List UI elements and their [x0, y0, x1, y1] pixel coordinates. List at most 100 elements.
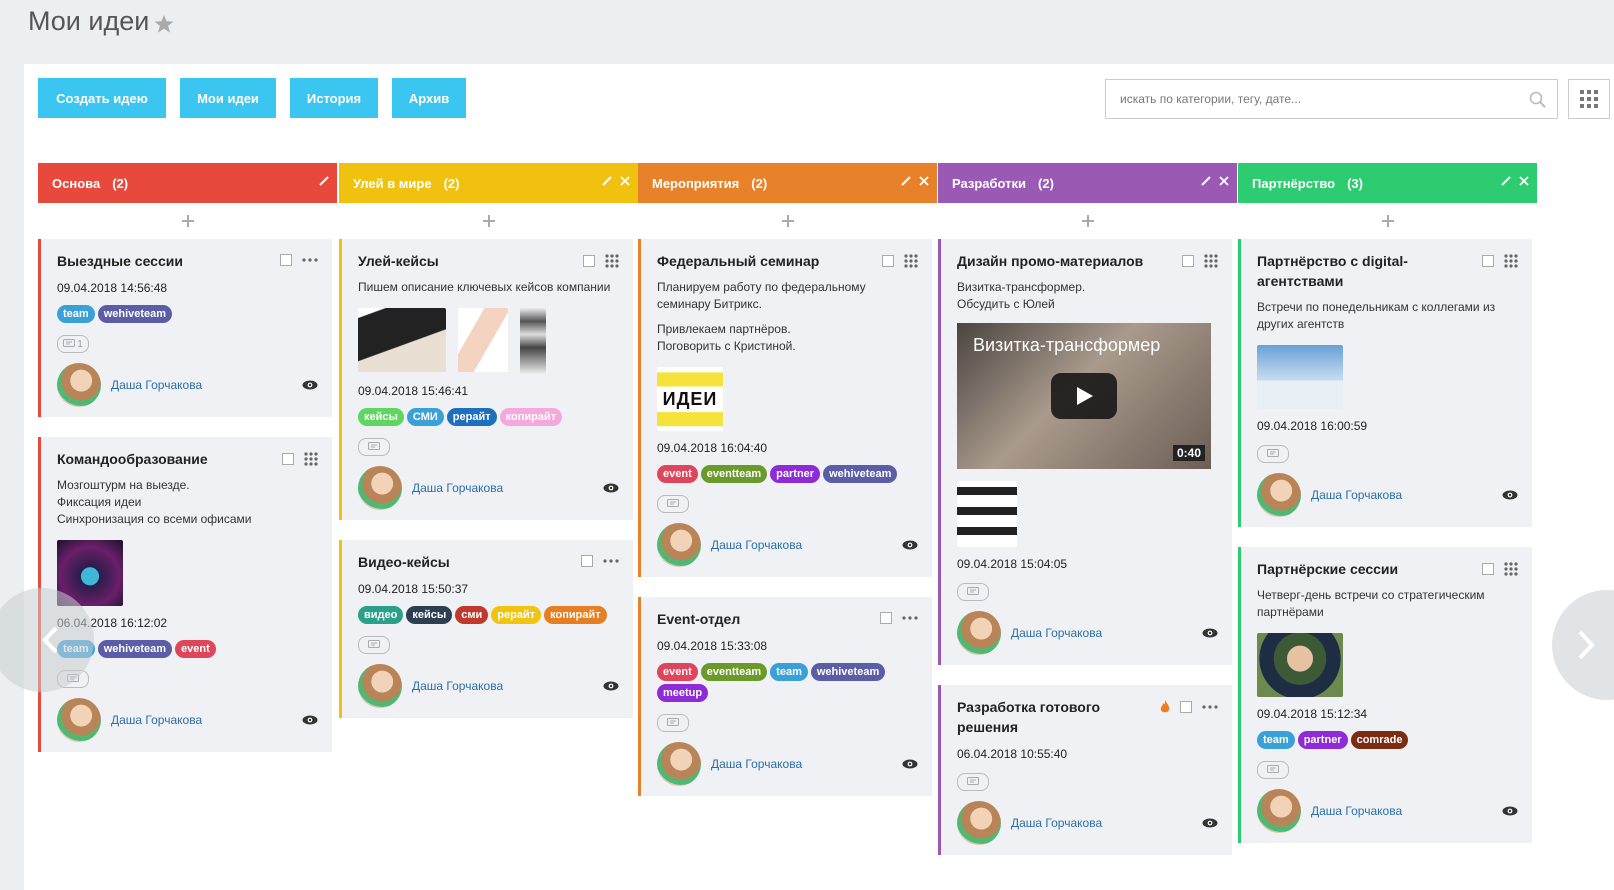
- idea-card[interactable]: Event-отдел 09.04.2018 15:33:08 event event…: [638, 597, 932, 796]
- idea-card[interactable]: Улей-кейсы Пишем описание ключевых кейсов…: [339, 239, 633, 520]
- card-menu[interactable]: [302, 258, 318, 262]
- tag[interactable]: кейсы: [358, 408, 404, 426]
- avatar[interactable]: [657, 523, 701, 567]
- close-icon[interactable]: [1519, 176, 1529, 186]
- tag[interactable]: eventteam: [700, 465, 768, 483]
- tag[interactable]: копирайт: [499, 408, 563, 426]
- comments[interactable]: [957, 773, 989, 791]
- author-name[interactable]: Даша Горчакова: [1311, 488, 1403, 502]
- tag[interactable]: event: [657, 663, 698, 681]
- column-header[interactable]: Разработки (2): [938, 163, 1237, 203]
- edit-icon[interactable]: [602, 176, 612, 186]
- author-name[interactable]: Даша Горчакова: [711, 757, 803, 771]
- watch-icon[interactable]: [1202, 627, 1218, 639]
- idea-card[interactable]: Командообразование Мозгоштурм на выезде. Ф…: [38, 437, 332, 752]
- tag[interactable]: рерайт: [446, 408, 497, 426]
- tag[interactable]: wehiveteam: [97, 640, 173, 658]
- tag[interactable]: comrade: [1350, 731, 1409, 749]
- edit-icon[interactable]: [319, 176, 329, 186]
- edit-icon[interactable]: [901, 176, 911, 186]
- watch-icon[interactable]: [902, 758, 918, 770]
- author-name[interactable]: Даша Горчакова: [111, 378, 203, 392]
- tag[interactable]: meetup: [657, 684, 709, 702]
- close-icon[interactable]: [1219, 176, 1229, 186]
- watch-icon[interactable]: [302, 379, 318, 391]
- card-image[interactable]: [358, 308, 446, 372]
- comments[interactable]: [358, 636, 390, 654]
- checkbox[interactable]: [882, 255, 894, 267]
- avatar[interactable]: [57, 698, 101, 742]
- watch-icon[interactable]: [1202, 817, 1218, 829]
- idea-card[interactable]: Федеральный семинар Планируем работу по ф…: [638, 239, 932, 577]
- author-name[interactable]: Даша Горчакова: [711, 538, 803, 552]
- add-card[interactable]: [38, 203, 337, 239]
- avatar[interactable]: [1257, 789, 1301, 833]
- add-card[interactable]: [938, 203, 1237, 239]
- card-image[interactable]: [458, 308, 508, 372]
- tag[interactable]: event: [175, 640, 216, 658]
- checkbox[interactable]: [880, 612, 892, 624]
- tag[interactable]: СМИ: [406, 408, 444, 426]
- close-icon[interactable]: [919, 176, 929, 186]
- search-icon[interactable]: [1529, 91, 1547, 109]
- comments[interactable]: [1257, 445, 1289, 463]
- avatar[interactable]: [957, 611, 1001, 655]
- card-menu[interactable]: [605, 254, 619, 268]
- column-header[interactable]: Мероприятия (2): [638, 163, 937, 203]
- comments[interactable]: [957, 583, 989, 601]
- tag[interactable]: копирайт: [544, 606, 607, 624]
- tag[interactable]: event: [657, 465, 698, 483]
- column-header[interactable]: Основа (2): [38, 163, 337, 203]
- card-menu[interactable]: [1504, 562, 1518, 576]
- author-name[interactable]: Даша Горчакова: [111, 713, 203, 727]
- scroll-right[interactable]: [1552, 590, 1614, 700]
- card-menu[interactable]: [1202, 704, 1218, 709]
- edit-icon[interactable]: [1201, 176, 1211, 186]
- comments[interactable]: [358, 438, 390, 456]
- card-image[interactable]: [1257, 345, 1343, 409]
- play-button[interactable]: [1051, 373, 1117, 419]
- author-name[interactable]: Даша Горчакова: [1011, 626, 1103, 640]
- toolbar-button[interactable]: Создать идею: [38, 78, 166, 118]
- tag[interactable]: team: [770, 663, 808, 681]
- card-menu[interactable]: [1504, 254, 1518, 268]
- tag[interactable]: eventteam: [700, 663, 768, 681]
- watch-icon[interactable]: [302, 714, 318, 726]
- tag[interactable]: wehiveteam: [823, 465, 898, 483]
- tag[interactable]: рерайт: [491, 606, 542, 624]
- tag[interactable]: partner: [1297, 731, 1348, 749]
- favorite-star[interactable]: [154, 14, 174, 34]
- toolbar-button[interactable]: Мои идеи: [180, 78, 276, 118]
- idea-card[interactable]: Видео-кейсы 09.04.2018 15:50:37 видео кейсы…: [339, 540, 633, 718]
- card-image[interactable]: [1257, 633, 1343, 697]
- plus-icon[interactable]: [1381, 215, 1394, 227]
- tag[interactable]: wehiveteam: [810, 663, 886, 681]
- plus-icon[interactable]: [781, 215, 794, 227]
- checkbox[interactable]: [282, 453, 294, 465]
- checkbox[interactable]: [1180, 700, 1192, 713]
- watch-icon[interactable]: [902, 539, 918, 551]
- watch-icon[interactable]: [1502, 805, 1518, 817]
- checkbox[interactable]: [1482, 563, 1494, 575]
- avatar[interactable]: [57, 363, 101, 407]
- comments[interactable]: 1: [57, 335, 89, 353]
- card-menu[interactable]: [603, 559, 619, 563]
- author-name[interactable]: Даша Горчакова: [412, 679, 504, 693]
- edit-icon[interactable]: [1501, 176, 1511, 186]
- idea-card[interactable]: Дизайн промо-материалов Визитка-трансформ…: [938, 239, 1232, 665]
- search-box[interactable]: искать по категории, тегу, дате...: [1105, 79, 1558, 119]
- checkbox[interactable]: [583, 255, 595, 267]
- idea-card[interactable]: Партнёрские сессии Четверг-день встречи с…: [1238, 547, 1532, 843]
- card-menu[interactable]: [904, 254, 918, 268]
- watch-icon[interactable]: [1502, 489, 1518, 501]
- add-card[interactable]: [1238, 203, 1537, 239]
- video-preview[interactable]: Визитка-трансформер 0:40: [957, 323, 1211, 469]
- tag[interactable]: видео: [358, 606, 404, 624]
- comments[interactable]: [657, 714, 689, 732]
- tag[interactable]: team: [57, 305, 95, 323]
- watch-icon[interactable]: [603, 680, 619, 692]
- column-header[interactable]: Партнёрство (3): [1238, 163, 1537, 203]
- comments[interactable]: [1257, 761, 1289, 779]
- tag[interactable]: partner: [770, 465, 821, 483]
- checkbox[interactable]: [581, 555, 593, 567]
